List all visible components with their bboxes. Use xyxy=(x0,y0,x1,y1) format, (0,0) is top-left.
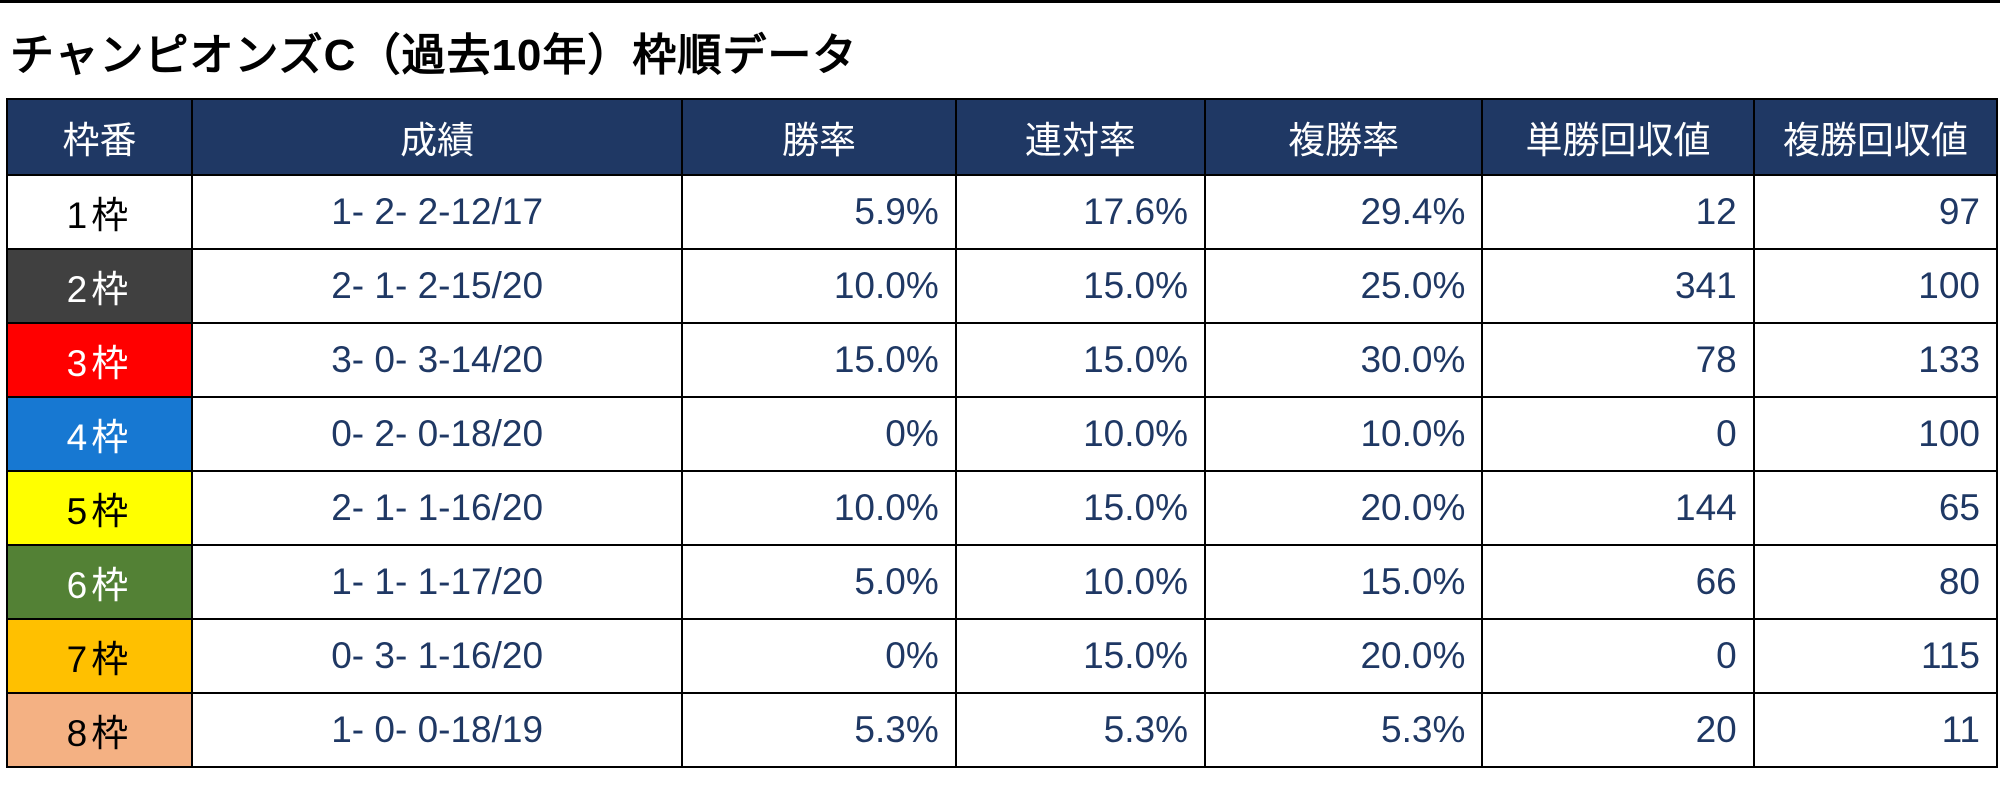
table-row: 6枠 1- 1- 1-17/20 5.0% 10.0% 15.0% 66 80 xyxy=(6,544,1999,620)
win-return-cell: 78 xyxy=(1481,322,1755,398)
record-cell: 1- 0- 0-18/19 xyxy=(190,692,684,768)
header-record: 成績 xyxy=(190,98,684,176)
win-rate-cell: 10.0% xyxy=(681,248,957,324)
record-cell: 2- 1- 1-16/20 xyxy=(190,470,684,546)
table-row: 4枠 0- 2- 0-18/20 0% 10.0% 10.0% 0 100 xyxy=(6,396,1999,472)
record-cell: 3- 0- 3-14/20 xyxy=(190,322,684,398)
win-rate-cell: 15.0% xyxy=(681,322,957,398)
quinella-rate-cell: 15.0% xyxy=(954,248,1206,324)
show-rate-cell: 30.0% xyxy=(1203,322,1484,398)
quinella-rate-cell: 10.0% xyxy=(954,544,1206,620)
table-row: 8枠 1- 0- 0-18/19 5.3% 5.3% 5.3% 20 11 xyxy=(6,692,1999,768)
win-rate-cell: 0% xyxy=(681,396,957,472)
quinella-rate-cell: 15.0% xyxy=(954,322,1206,398)
show-rate-cell: 20.0% xyxy=(1203,470,1484,546)
win-return-cell: 144 xyxy=(1481,470,1755,546)
show-return-cell: 80 xyxy=(1752,544,1999,620)
header-quinella-rate: 連対率 xyxy=(954,98,1206,176)
show-rate-cell: 25.0% xyxy=(1203,248,1484,324)
record-cell: 0- 3- 1-16/20 xyxy=(190,618,684,694)
win-rate-cell: 0% xyxy=(681,618,957,694)
quinella-rate-cell: 15.0% xyxy=(954,470,1206,546)
show-rate-cell: 29.4% xyxy=(1203,174,1484,250)
quinella-rate-cell: 5.3% xyxy=(954,692,1206,768)
table-row: 2枠 2- 1- 2-15/20 10.0% 15.0% 25.0% 341 1… xyxy=(6,248,1999,324)
frame-cell: 2枠 xyxy=(6,248,193,324)
quinella-rate-cell: 17.6% xyxy=(954,174,1206,250)
show-rate-cell: 10.0% xyxy=(1203,396,1484,472)
table-row: 7枠 0- 3- 1-16/20 0% 15.0% 20.0% 0 115 xyxy=(6,618,1999,694)
show-return-cell: 100 xyxy=(1752,248,1999,324)
table-row: 1枠 1- 2- 2-12/17 5.9% 17.6% 29.4% 12 97 xyxy=(6,174,1999,250)
record-cell: 0- 2- 0-18/20 xyxy=(190,396,684,472)
win-return-cell: 20 xyxy=(1481,692,1755,768)
show-return-cell: 97 xyxy=(1752,174,1999,250)
show-rate-cell: 15.0% xyxy=(1203,544,1484,620)
record-cell: 1- 1- 1-17/20 xyxy=(190,544,684,620)
frame-cell: 4枠 xyxy=(6,396,193,472)
frame-cell: 6枠 xyxy=(6,544,193,620)
show-rate-cell: 20.0% xyxy=(1203,618,1484,694)
win-return-cell: 12 xyxy=(1481,174,1755,250)
header-frame: 枠番 xyxy=(6,98,193,176)
frame-cell: 7枠 xyxy=(6,618,193,694)
record-cell: 2- 1- 2-15/20 xyxy=(190,248,684,324)
quinella-rate-cell: 15.0% xyxy=(954,618,1206,694)
table-header: 枠番 成績 勝率 連対率 複勝率 単勝回収値 複勝回収値 xyxy=(6,98,1999,176)
win-rate-cell: 5.0% xyxy=(681,544,957,620)
win-return-cell: 0 xyxy=(1481,396,1755,472)
win-rate-cell: 5.3% xyxy=(681,692,957,768)
header-win-rate: 勝率 xyxy=(681,98,957,176)
frame-cell: 5枠 xyxy=(6,470,193,546)
table-body: 1枠 1- 2- 2-12/17 5.9% 17.6% 29.4% 12 97 … xyxy=(6,174,1999,768)
win-return-cell: 341 xyxy=(1481,248,1755,324)
frame-cell: 8枠 xyxy=(6,692,193,768)
frame-cell: 1枠 xyxy=(6,174,193,250)
show-return-cell: 11 xyxy=(1752,692,1999,768)
win-rate-cell: 5.9% xyxy=(681,174,957,250)
frame-cell: 3枠 xyxy=(6,322,193,398)
win-return-cell: 0 xyxy=(1481,618,1755,694)
header-win-return: 単勝回収値 xyxy=(1481,98,1755,176)
show-rate-cell: 5.3% xyxy=(1203,692,1484,768)
show-return-cell: 100 xyxy=(1752,396,1999,472)
win-rate-cell: 10.0% xyxy=(681,470,957,546)
header-row: 枠番 成績 勝率 連対率 複勝率 単勝回収値 複勝回収値 xyxy=(6,98,1999,176)
header-show-return: 複勝回収値 xyxy=(1752,98,1999,176)
table-row: 5枠 2- 1- 1-16/20 10.0% 15.0% 20.0% 144 6… xyxy=(6,470,1999,546)
header-show-rate: 複勝率 xyxy=(1203,98,1484,176)
quinella-rate-cell: 10.0% xyxy=(954,396,1206,472)
show-return-cell: 65 xyxy=(1752,470,1999,546)
table-row: 3枠 3- 0- 3-14/20 15.0% 15.0% 30.0% 78 13… xyxy=(6,322,1999,398)
frame-data-table: 枠番 成績 勝率 連対率 複勝率 単勝回収値 複勝回収値 1枠 1- 2- 2-… xyxy=(6,98,1999,768)
show-return-cell: 115 xyxy=(1752,618,1999,694)
show-return-cell: 133 xyxy=(1752,322,1999,398)
record-cell: 1- 2- 2-12/17 xyxy=(190,174,684,250)
page-title: チャンピオンズC（過去10年）枠順データ xyxy=(10,30,858,80)
win-return-cell: 66 xyxy=(1481,544,1755,620)
